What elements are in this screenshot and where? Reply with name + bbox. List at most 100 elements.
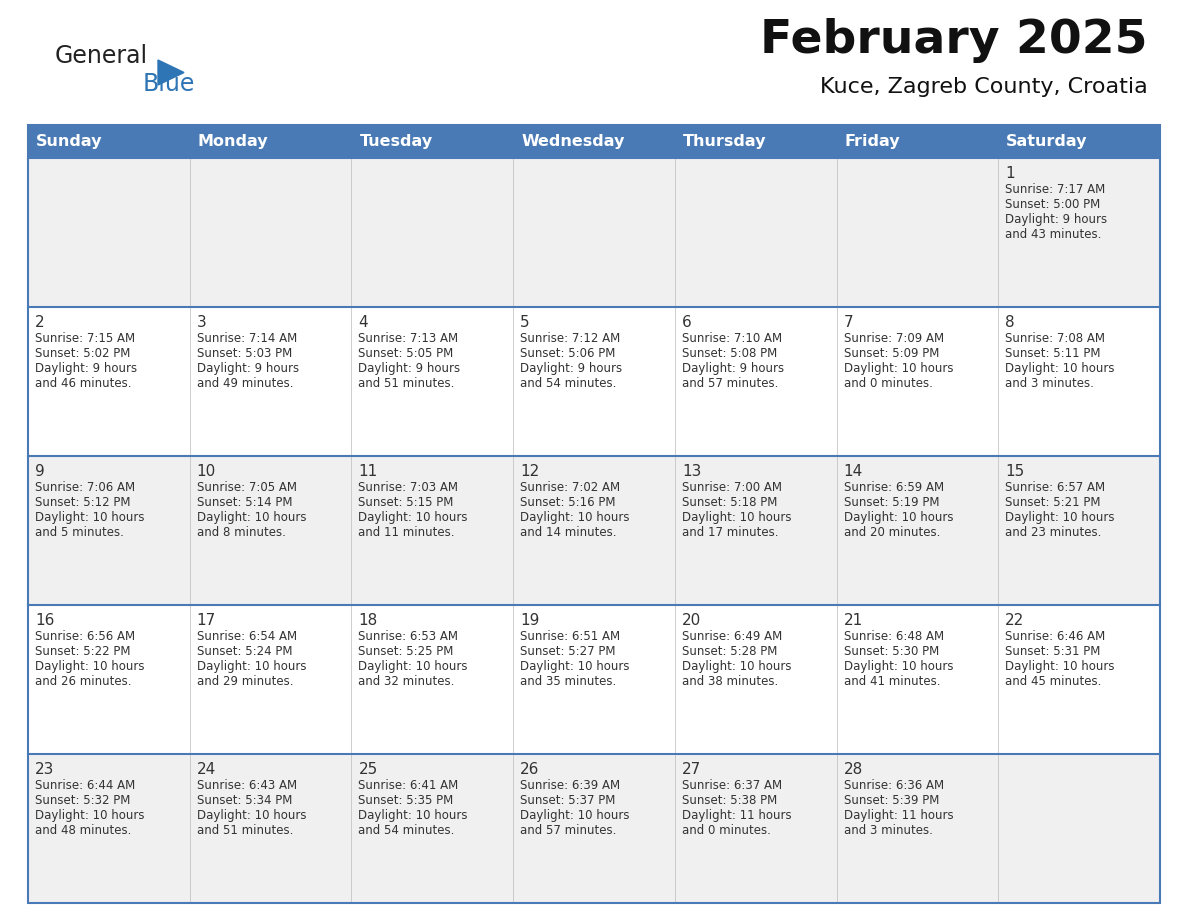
Text: Sunrise: 7:02 AM: Sunrise: 7:02 AM — [520, 481, 620, 494]
Text: and 57 minutes.: and 57 minutes. — [520, 824, 617, 837]
Text: Daylight: 10 hours: Daylight: 10 hours — [1005, 660, 1114, 673]
Text: Sunrise: 6:41 AM: Sunrise: 6:41 AM — [359, 779, 459, 792]
Text: Daylight: 10 hours: Daylight: 10 hours — [34, 660, 145, 673]
Text: Sunset: 5:19 PM: Sunset: 5:19 PM — [843, 496, 939, 509]
Text: 15: 15 — [1005, 464, 1024, 479]
Text: Sunset: 5:03 PM: Sunset: 5:03 PM — [197, 347, 292, 360]
Text: Sunday: Sunday — [36, 134, 102, 149]
Bar — [29, 125, 1159, 158]
Text: Sunrise: 6:49 AM: Sunrise: 6:49 AM — [682, 630, 782, 643]
Text: Sunrise: 7:09 AM: Sunrise: 7:09 AM — [843, 332, 943, 345]
Text: Daylight: 9 hours: Daylight: 9 hours — [359, 362, 461, 375]
Text: Sunrise: 7:13 AM: Sunrise: 7:13 AM — [359, 332, 459, 345]
Text: 3: 3 — [197, 315, 207, 330]
Text: 6: 6 — [682, 315, 691, 330]
Bar — [29, 456, 1159, 605]
Text: Daylight: 9 hours: Daylight: 9 hours — [1005, 213, 1107, 226]
Text: Sunset: 5:18 PM: Sunset: 5:18 PM — [682, 496, 777, 509]
Bar — [29, 754, 1159, 903]
Text: and 38 minutes.: and 38 minutes. — [682, 675, 778, 688]
Text: Sunset: 5:00 PM: Sunset: 5:00 PM — [1005, 198, 1100, 211]
Bar — [29, 158, 1159, 307]
Text: Sunrise: 6:54 AM: Sunrise: 6:54 AM — [197, 630, 297, 643]
Text: Sunrise: 6:56 AM: Sunrise: 6:56 AM — [34, 630, 135, 643]
Text: Sunrise: 7:08 AM: Sunrise: 7:08 AM — [1005, 332, 1105, 345]
Text: 17: 17 — [197, 613, 216, 628]
Text: and 3 minutes.: and 3 minutes. — [1005, 377, 1094, 390]
Text: 14: 14 — [843, 464, 862, 479]
Text: Saturday: Saturday — [1006, 134, 1088, 149]
Text: 8: 8 — [1005, 315, 1015, 330]
Text: and 5 minutes.: and 5 minutes. — [34, 526, 124, 539]
Text: and 41 minutes.: and 41 minutes. — [843, 675, 940, 688]
Text: Blue: Blue — [143, 72, 195, 96]
Text: 5: 5 — [520, 315, 530, 330]
Text: Sunrise: 6:43 AM: Sunrise: 6:43 AM — [197, 779, 297, 792]
Text: Daylight: 10 hours: Daylight: 10 hours — [682, 511, 791, 524]
Text: and 23 minutes.: and 23 minutes. — [1005, 526, 1101, 539]
Text: Sunset: 5:35 PM: Sunset: 5:35 PM — [359, 794, 454, 807]
Text: Daylight: 10 hours: Daylight: 10 hours — [34, 511, 145, 524]
Text: Daylight: 10 hours: Daylight: 10 hours — [843, 362, 953, 375]
Text: Daylight: 11 hours: Daylight: 11 hours — [843, 809, 953, 822]
Text: Sunrise: 6:39 AM: Sunrise: 6:39 AM — [520, 779, 620, 792]
Text: 13: 13 — [682, 464, 701, 479]
Text: and 49 minutes.: and 49 minutes. — [197, 377, 293, 390]
Text: Sunset: 5:11 PM: Sunset: 5:11 PM — [1005, 347, 1101, 360]
Text: Sunset: 5:28 PM: Sunset: 5:28 PM — [682, 645, 777, 658]
Text: Sunrise: 7:06 AM: Sunrise: 7:06 AM — [34, 481, 135, 494]
Text: 10: 10 — [197, 464, 216, 479]
Text: Sunrise: 6:44 AM: Sunrise: 6:44 AM — [34, 779, 135, 792]
Text: Sunset: 5:15 PM: Sunset: 5:15 PM — [359, 496, 454, 509]
Text: Sunset: 5:39 PM: Sunset: 5:39 PM — [843, 794, 939, 807]
Bar — [29, 307, 1159, 456]
Text: and 46 minutes.: and 46 minutes. — [34, 377, 132, 390]
Text: Sunset: 5:37 PM: Sunset: 5:37 PM — [520, 794, 615, 807]
Text: Sunrise: 7:17 AM: Sunrise: 7:17 AM — [1005, 183, 1106, 196]
Text: Friday: Friday — [845, 134, 901, 149]
Text: Sunset: 5:09 PM: Sunset: 5:09 PM — [843, 347, 939, 360]
Text: Sunset: 5:06 PM: Sunset: 5:06 PM — [520, 347, 615, 360]
Text: Daylight: 10 hours: Daylight: 10 hours — [197, 511, 307, 524]
Text: Sunrise: 6:59 AM: Sunrise: 6:59 AM — [843, 481, 943, 494]
Text: Sunset: 5:08 PM: Sunset: 5:08 PM — [682, 347, 777, 360]
Text: Sunrise: 6:37 AM: Sunrise: 6:37 AM — [682, 779, 782, 792]
Text: Sunset: 5:25 PM: Sunset: 5:25 PM — [359, 645, 454, 658]
Text: Monday: Monday — [197, 134, 268, 149]
Text: Sunset: 5:22 PM: Sunset: 5:22 PM — [34, 645, 131, 658]
Text: Sunrise: 7:15 AM: Sunrise: 7:15 AM — [34, 332, 135, 345]
Text: and 0 minutes.: and 0 minutes. — [843, 377, 933, 390]
Text: 22: 22 — [1005, 613, 1024, 628]
Text: Sunrise: 7:10 AM: Sunrise: 7:10 AM — [682, 332, 782, 345]
Text: and 0 minutes.: and 0 minutes. — [682, 824, 771, 837]
Text: 25: 25 — [359, 762, 378, 777]
Text: Sunset: 5:05 PM: Sunset: 5:05 PM — [359, 347, 454, 360]
Text: and 48 minutes.: and 48 minutes. — [34, 824, 132, 837]
Text: Daylight: 10 hours: Daylight: 10 hours — [1005, 511, 1114, 524]
Bar — [29, 605, 1159, 754]
Text: Sunrise: 6:36 AM: Sunrise: 6:36 AM — [843, 779, 943, 792]
Text: and 17 minutes.: and 17 minutes. — [682, 526, 778, 539]
Polygon shape — [158, 60, 184, 85]
Text: 16: 16 — [34, 613, 55, 628]
Text: and 11 minutes.: and 11 minutes. — [359, 526, 455, 539]
Text: and 54 minutes.: and 54 minutes. — [520, 377, 617, 390]
Text: Thursday: Thursday — [683, 134, 766, 149]
Text: and 14 minutes.: and 14 minutes. — [520, 526, 617, 539]
Text: and 29 minutes.: and 29 minutes. — [197, 675, 293, 688]
Text: 28: 28 — [843, 762, 862, 777]
Text: Daylight: 10 hours: Daylight: 10 hours — [520, 660, 630, 673]
Text: Sunset: 5:02 PM: Sunset: 5:02 PM — [34, 347, 131, 360]
Text: Daylight: 10 hours: Daylight: 10 hours — [359, 660, 468, 673]
Text: Sunset: 5:34 PM: Sunset: 5:34 PM — [197, 794, 292, 807]
Text: 12: 12 — [520, 464, 539, 479]
Text: Sunset: 5:16 PM: Sunset: 5:16 PM — [520, 496, 615, 509]
Text: and 57 minutes.: and 57 minutes. — [682, 377, 778, 390]
Text: and 43 minutes.: and 43 minutes. — [1005, 228, 1101, 241]
Text: Sunset: 5:38 PM: Sunset: 5:38 PM — [682, 794, 777, 807]
Text: 18: 18 — [359, 613, 378, 628]
Text: Daylight: 9 hours: Daylight: 9 hours — [197, 362, 299, 375]
Text: and 45 minutes.: and 45 minutes. — [1005, 675, 1101, 688]
Text: Daylight: 10 hours: Daylight: 10 hours — [843, 660, 953, 673]
Text: Sunset: 5:32 PM: Sunset: 5:32 PM — [34, 794, 131, 807]
